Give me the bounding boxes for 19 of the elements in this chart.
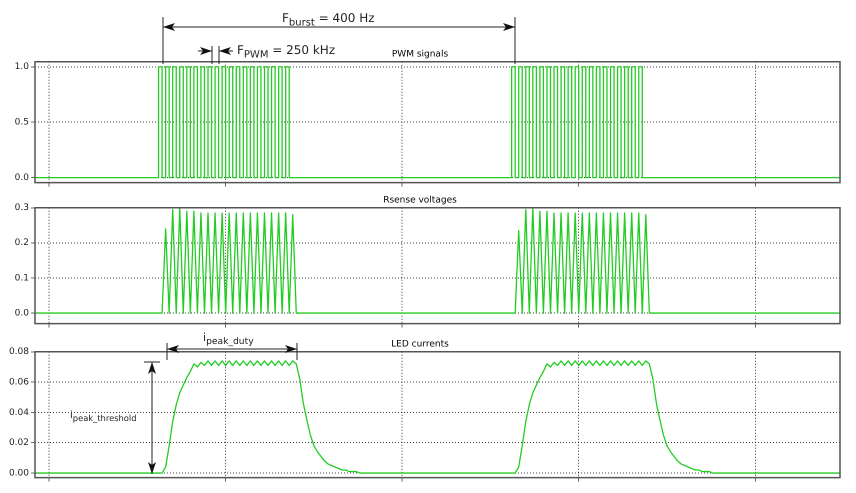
chart-title: PWM signals <box>392 50 448 60</box>
y-tick-label: 0.0 <box>14 308 30 318</box>
y-tick-label: 0.00 <box>8 468 30 478</box>
y-tick-label: 0.5 <box>14 118 29 128</box>
y-tick-label: 0.02 <box>8 438 29 448</box>
text: F$_{PWM}$ = 250 kHz <box>237 43 336 60</box>
y-tick-label: 0.3 <box>14 203 29 214</box>
y-tick-label: 0.06 <box>8 377 30 388</box>
y-tick-label: 0.2 <box>14 238 29 248</box>
annotation: i$_{peak_threshold}$ <box>70 410 137 424</box>
chart-title: LED currents <box>391 340 450 350</box>
y-tick-label: 1.0 <box>14 62 30 72</box>
text: F$_{burst}$ = 400 Hz <box>282 11 375 28</box>
y-tick-label: 0.1 <box>14 273 29 284</box>
y-tick-label: 0.0 <box>14 172 30 183</box>
text: i$_{peak_duty}$ <box>203 331 254 348</box>
y-tick-label: 0.08 <box>8 347 30 358</box>
y-tick-label: 0.04 <box>8 408 30 418</box>
chart-title: Rsense voltages <box>383 196 458 206</box>
